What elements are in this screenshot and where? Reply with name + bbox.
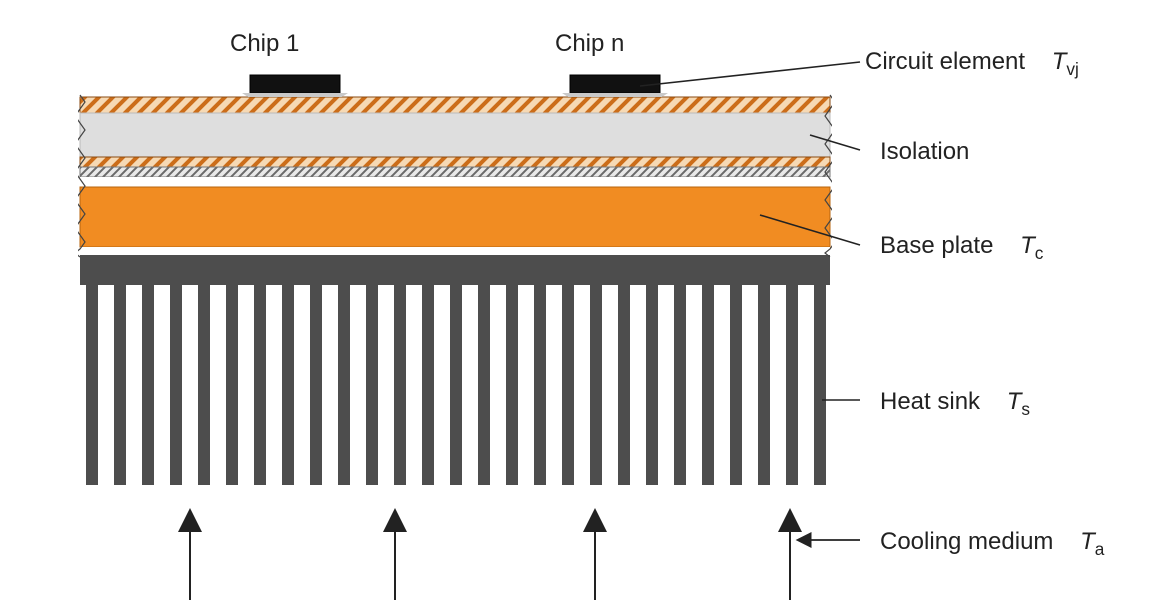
chips — [242, 75, 668, 97]
heat-sink-fins — [86, 285, 826, 485]
chip-n — [570, 75, 660, 93]
diagram-svg — [0, 0, 1176, 616]
cooling-arrows — [190, 520, 790, 600]
thermal-stack-diagram: Chip 1 Chip n Circuit element Tvj Isolat… — [0, 0, 1176, 616]
layer-stack — [80, 97, 830, 285]
chip-1 — [250, 75, 340, 93]
